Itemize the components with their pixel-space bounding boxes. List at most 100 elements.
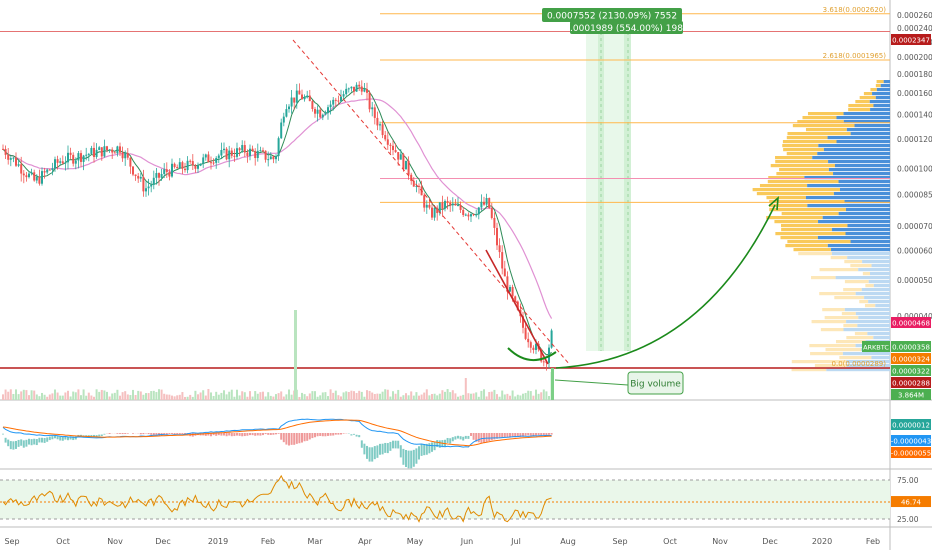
profile-sell-bar [785,244,827,247]
price-tag-text: 0.0000322 [892,368,930,376]
volume-bar [124,391,126,400]
macd-hist-bar [293,433,295,445]
candle-body [46,170,48,173]
macd-hist-bar [376,445,378,457]
macd-hist-bar [142,433,144,434]
profile-sell-bar [831,256,847,259]
volume-bar [174,396,176,400]
profile-sell-bar [864,92,872,95]
candle-body [309,96,311,102]
volume-bar [374,394,376,400]
macd-hist-bar [244,433,246,436]
macd-hist-bar [473,433,475,440]
candle-body [462,210,464,215]
profile-sell-bar [809,344,855,347]
volume-bar [38,396,40,400]
candle-body [296,91,298,103]
profile-buy-bar [847,128,890,131]
volume-bar [441,390,443,400]
macd-hist-bar [491,433,493,440]
candle-body [54,159,56,168]
profile-buy-bar [836,116,890,119]
rsi-tick: 75.00 [897,476,919,485]
profile-buy-bar [818,236,890,239]
macd-hist-bar [49,437,51,441]
candle-body [88,154,90,155]
profile-buy-bar [872,264,890,267]
candle-body [252,149,254,151]
profile-buy-bar [847,224,890,227]
profile-sell-bar [794,248,832,251]
volume-bar [223,390,225,400]
macd-hist-bar [540,433,542,435]
volume-bar [197,394,199,400]
candle-body [33,172,35,180]
profile-sell-bar [787,136,828,139]
volume-bar [15,389,17,400]
profile-sell-bar [820,268,859,271]
profile-sell-bar [834,296,864,299]
volume-bar [62,396,64,400]
volume-bar [525,393,527,400]
volume-bar [395,394,397,400]
volume-bar [387,390,389,400]
profile-sell-bar [771,164,835,167]
profile-buy-bar [846,208,890,211]
profile-sell-bar [783,148,824,151]
macd-hist-bar [397,441,399,449]
candle-body [324,113,326,115]
volume-bar [499,397,501,400]
profile-sell-bar [782,144,818,147]
profile-sell-bar [855,332,867,335]
macd-hist-bar [285,433,287,445]
volume-bar [382,392,384,400]
macd-panel [2,419,553,468]
candle-body [405,161,407,170]
candle-body [475,214,477,215]
volume-bar [31,390,33,400]
time-tick: Jun [460,537,474,546]
candle-body [220,150,222,156]
macd-hist-bar [530,433,532,436]
candle-body [109,150,111,151]
volume-bar [46,397,48,400]
volume-bar [111,393,113,400]
macd-hist-bar [270,433,272,435]
volume-bar [309,393,311,400]
macd-hist-bar [171,433,173,434]
volume-bar [280,391,282,400]
price-tag-text: 0.0000288 [892,380,930,388]
profile-buy-bar [807,204,890,207]
volume-bar [353,391,355,400]
macd-hist-bar [470,433,472,436]
volume-bar [543,389,545,400]
macd-hist-bar [384,443,386,453]
candle-body [163,169,165,174]
candle-body [124,153,126,158]
candle-body [140,177,142,179]
candle-body [2,149,4,150]
profile-sell-bar [779,168,829,171]
time-tick: Nov [712,537,728,546]
volume-bar [291,395,293,400]
volume-bar [350,391,352,400]
candle-body [275,156,277,159]
volume-bar [252,397,254,400]
macd-hist-bar [543,433,545,435]
profile-buy-bar [828,160,890,163]
volume-bar [345,391,347,400]
candle-body [72,155,74,164]
volume-bar [262,392,264,400]
candle-body [132,167,134,175]
macd-hist-bar [150,433,152,435]
macd-hist-bar [7,440,9,447]
volume-bar [270,396,272,400]
macd-hist-bar [57,436,59,439]
volume-bar [358,391,360,400]
macd-hist-bar [252,433,254,435]
profile-sell-bar [774,220,818,223]
